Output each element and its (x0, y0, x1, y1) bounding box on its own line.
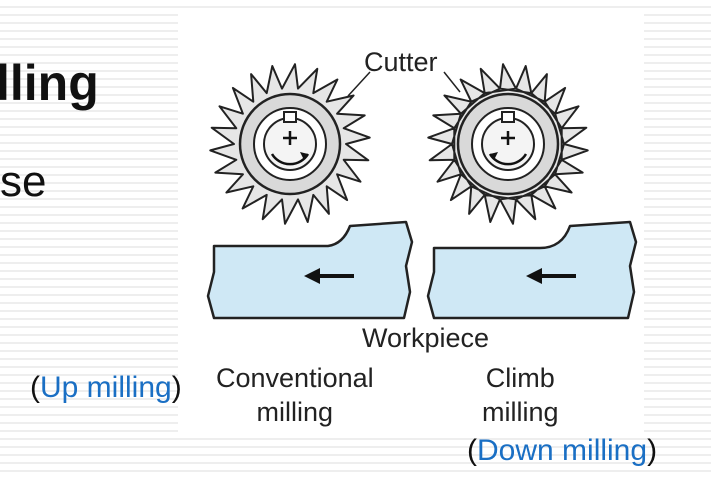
climb-label-line1: Climb (485, 363, 555, 393)
slide-subtitle: se (0, 157, 47, 206)
cutter-keyway (501, 111, 515, 123)
climb-feed-arrow-icon (526, 268, 576, 284)
conventional-workpiece (206, 220, 414, 320)
workpiece-label: Workpiece (362, 323, 490, 353)
slide-title: lling (0, 55, 99, 111)
cutter-leader-line (347, 71, 371, 97)
conventional-label-line2: milling (256, 396, 334, 427)
climb-label-line2: milling (482, 396, 559, 427)
cutter-label: Cutter (364, 47, 438, 77)
milling-diagram: Cutter Workpiece Conventional milling Cl… (178, 14, 644, 432)
climb-cutter (427, 63, 589, 225)
conventional-milling-label: Conventional milling (216, 362, 374, 430)
cutter-keyway (283, 111, 297, 123)
rotation-arrowhead-icon (300, 152, 308, 160)
cutter-leader-line (443, 71, 461, 93)
climb-milling-label: Climb milling (482, 362, 559, 430)
conventional-cutter (209, 63, 371, 225)
rotation-arrowhead-icon (490, 152, 498, 160)
conventional-feed-arrow-icon (304, 268, 354, 284)
climb-workpiece (426, 220, 638, 320)
milling-illustration (206, 63, 638, 320)
conventional-label-line1: Conventional (216, 363, 374, 393)
up-milling-label: (Up milling) (30, 371, 182, 404)
down-milling-label: (Down milling) (467, 434, 658, 467)
